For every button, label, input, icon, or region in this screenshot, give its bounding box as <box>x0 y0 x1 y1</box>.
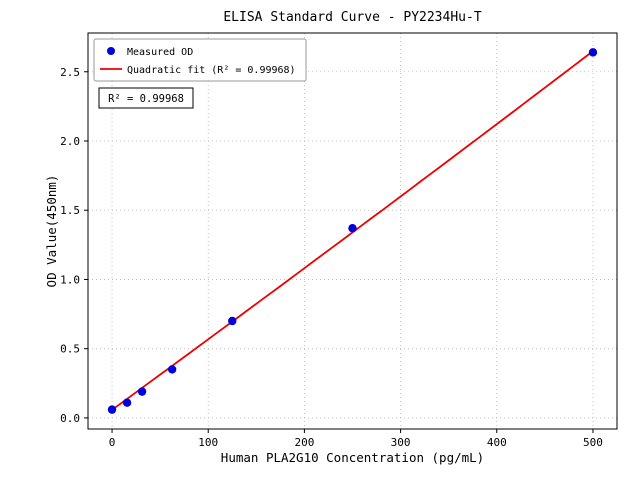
measured-od-points <box>107 48 598 414</box>
data-point <box>588 48 598 57</box>
x-tick-label: 200 <box>294 436 314 449</box>
axis-ticks: 0 100 200 300 400 500 0.0 0.5 1.0 1.5 2.0 2.5 <box>60 66 603 449</box>
data-point <box>137 387 147 396</box>
x-tick-label: 300 <box>391 436 411 449</box>
legend-label-quadratic-fit: Quadratic fit (R² = 0.99968) <box>127 65 296 76</box>
annotation-box <box>98 87 194 109</box>
legend: Measured OD Quadratic fit (R² = 0.99968) <box>93 38 307 82</box>
y-tick-label: 2.0 <box>60 135 80 148</box>
x-axis-label: Human PLA2G10 Concentration (pg/mL) <box>221 450 484 465</box>
legend-box <box>93 38 307 82</box>
x-tick-label: 100 <box>198 436 218 449</box>
y-tick-label: 0.5 <box>60 343 80 356</box>
data-point <box>122 398 132 407</box>
y-tick-label: 2.5 <box>60 66 80 79</box>
y-tick-label: 1.5 <box>60 204 80 217</box>
data-point <box>348 224 357 233</box>
r-squared-annotation: R² = 0.99968 <box>98 87 194 109</box>
x-tick-label: 0 <box>109 436 116 449</box>
chart-title: ELISA Standard Curve - PY2234Hu-T <box>223 10 481 25</box>
x-tick-label: 400 <box>487 436 507 449</box>
axes-spines <box>87 32 618 430</box>
data-point <box>167 365 177 374</box>
data-point <box>107 405 117 414</box>
data-point <box>228 316 237 326</box>
y-axis-label: OD Value(450nm) <box>44 175 59 288</box>
legend-marker-measured-od <box>107 47 115 55</box>
y-tick-label: 0.0 <box>60 412 80 425</box>
y-tick-label: 1.0 <box>60 273 80 286</box>
annotation-text: R² = 0.99968 <box>108 93 184 105</box>
x-tick-label: 500 <box>583 436 603 449</box>
legend-label-measured-od: Measured OD <box>127 47 193 58</box>
